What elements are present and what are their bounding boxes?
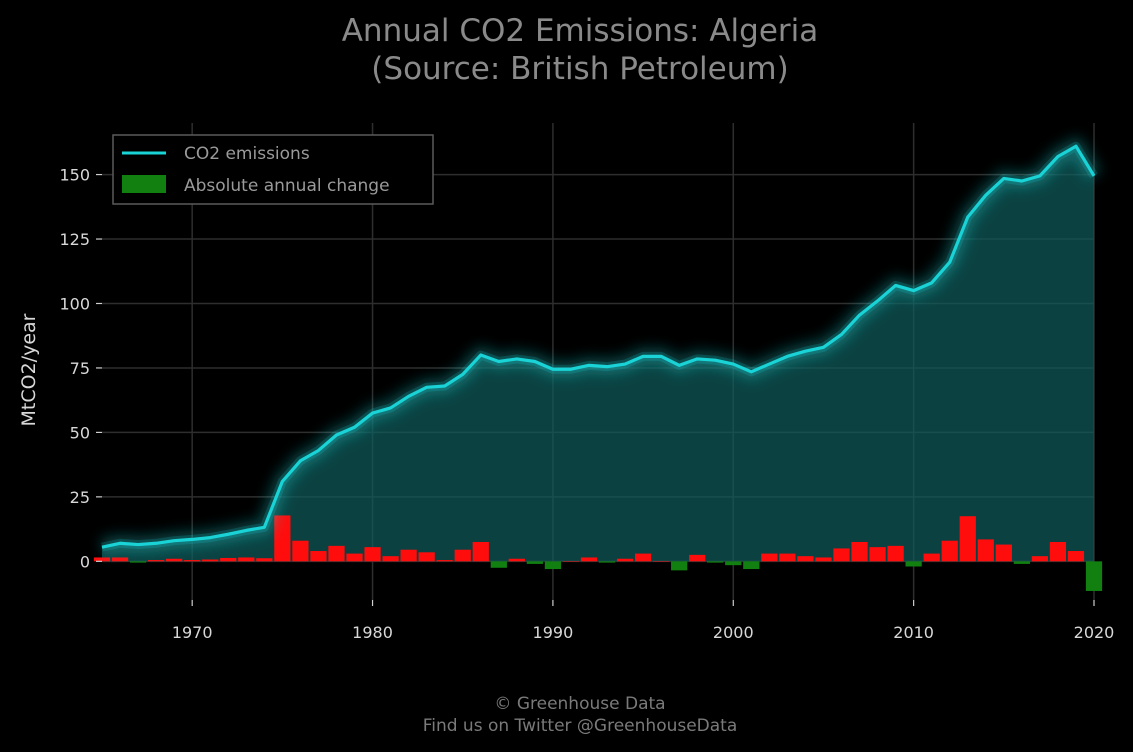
footer: © Greenhouse Data Find us on Twitter @Gr… — [0, 693, 1133, 737]
legend: CO2 emissions Absolute annual change — [112, 134, 434, 205]
axes: 1970 1980 1990 2000 2010 2020 0 25 50 75 100 125 150 — [59, 166, 1114, 642]
change-bar — [598, 561, 616, 563]
change-bar — [364, 547, 381, 562]
y-tick-label: 25 — [70, 488, 90, 507]
change-bar — [616, 558, 634, 562]
legend-bar-swatch — [122, 175, 166, 193]
legend-box — [112, 134, 434, 205]
change-bar — [166, 558, 183, 562]
y-tick-label: 125 — [59, 230, 90, 249]
change-bar — [220, 557, 237, 562]
footer-copyright: © Greenhouse Data — [494, 694, 666, 714]
change-bar — [653, 561, 670, 562]
change-bar — [959, 516, 976, 562]
chart-subtitle: (Source: British Petroleum) — [371, 51, 789, 87]
bar-series — [93, 515, 1103, 591]
y-tick-label: 0 — [80, 552, 90, 571]
change-bar — [905, 561, 922, 567]
change-bar — [671, 561, 688, 571]
y-tick-label: 100 — [59, 294, 90, 313]
change-bar — [995, 544, 1012, 562]
change-bar — [689, 554, 706, 562]
change-bar — [490, 561, 507, 568]
change-bar — [274, 515, 291, 562]
change-bar — [797, 556, 814, 562]
x-tick-label: 2000 — [713, 623, 754, 642]
change-bar — [562, 561, 580, 562]
change-bar — [544, 561, 562, 570]
change-bar — [184, 560, 201, 562]
change-bar — [1049, 541, 1067, 562]
change-bar — [436, 560, 453, 562]
change-bar — [418, 552, 435, 562]
change-bar — [202, 559, 219, 562]
change-bar — [634, 553, 652, 562]
x-tick-label: 2010 — [893, 623, 934, 642]
change-bar — [93, 557, 111, 562]
change-bar — [851, 541, 868, 562]
chart-title-block: Annual CO2 Emissions: Algeria (Source: B… — [0, 12, 1133, 88]
x-tick-label: 1990 — [533, 623, 574, 642]
change-bar — [454, 549, 471, 562]
y-tick-label: 150 — [59, 166, 90, 185]
chart-title: Annual CO2 Emissions: Algeria — [341, 13, 819, 49]
change-bar — [1085, 561, 1103, 591]
x-tick-label: 2020 — [1074, 623, 1115, 642]
change-bar — [400, 549, 417, 562]
change-bar — [761, 553, 778, 562]
y-tick-label: 50 — [70, 423, 90, 442]
legend-label-change: Absolute annual change — [184, 176, 390, 196]
change-bar — [1013, 561, 1030, 564]
change-bar — [743, 561, 760, 570]
change-bar — [346, 553, 363, 562]
change-bar — [1031, 556, 1049, 562]
change-bar — [923, 553, 940, 562]
change-bar — [310, 551, 327, 562]
change-bar — [725, 561, 742, 566]
emissions-area — [102, 146, 1094, 562]
change-bar — [887, 545, 904, 562]
change-bar — [382, 556, 399, 562]
change-bar — [977, 539, 994, 562]
change-bar — [292, 540, 309, 562]
change-bar — [147, 560, 165, 562]
change-bar — [869, 547, 886, 562]
change-bar — [526, 561, 543, 564]
change-bar — [256, 558, 273, 562]
x-tick-label: 1970 — [172, 623, 213, 642]
x-tick-label: 1980 — [352, 623, 393, 642]
legend-label-emissions: CO2 emissions — [184, 144, 310, 164]
change-bar — [328, 545, 345, 562]
y-tick-label: 75 — [70, 359, 90, 378]
change-bar — [111, 557, 129, 562]
emissions-line — [101, 144, 1096, 549]
line-series — [100, 137, 1102, 556]
change-bar — [508, 558, 525, 562]
change-bar — [238, 557, 255, 562]
change-bar — [815, 557, 832, 562]
change-bar — [779, 553, 796, 562]
change-bar — [472, 541, 489, 562]
change-bar — [1067, 551, 1085, 562]
change-bar — [833, 548, 850, 562]
y-axis-label: MtCO2/year — [18, 313, 40, 426]
area-fill-layer — [102, 146, 1094, 562]
change-bar — [580, 557, 598, 562]
change-bar — [129, 561, 147, 563]
footer-twitter: Find us on Twitter @GreenhouseData — [422, 716, 738, 736]
change-bar — [941, 540, 958, 562]
change-bar — [707, 561, 724, 563]
